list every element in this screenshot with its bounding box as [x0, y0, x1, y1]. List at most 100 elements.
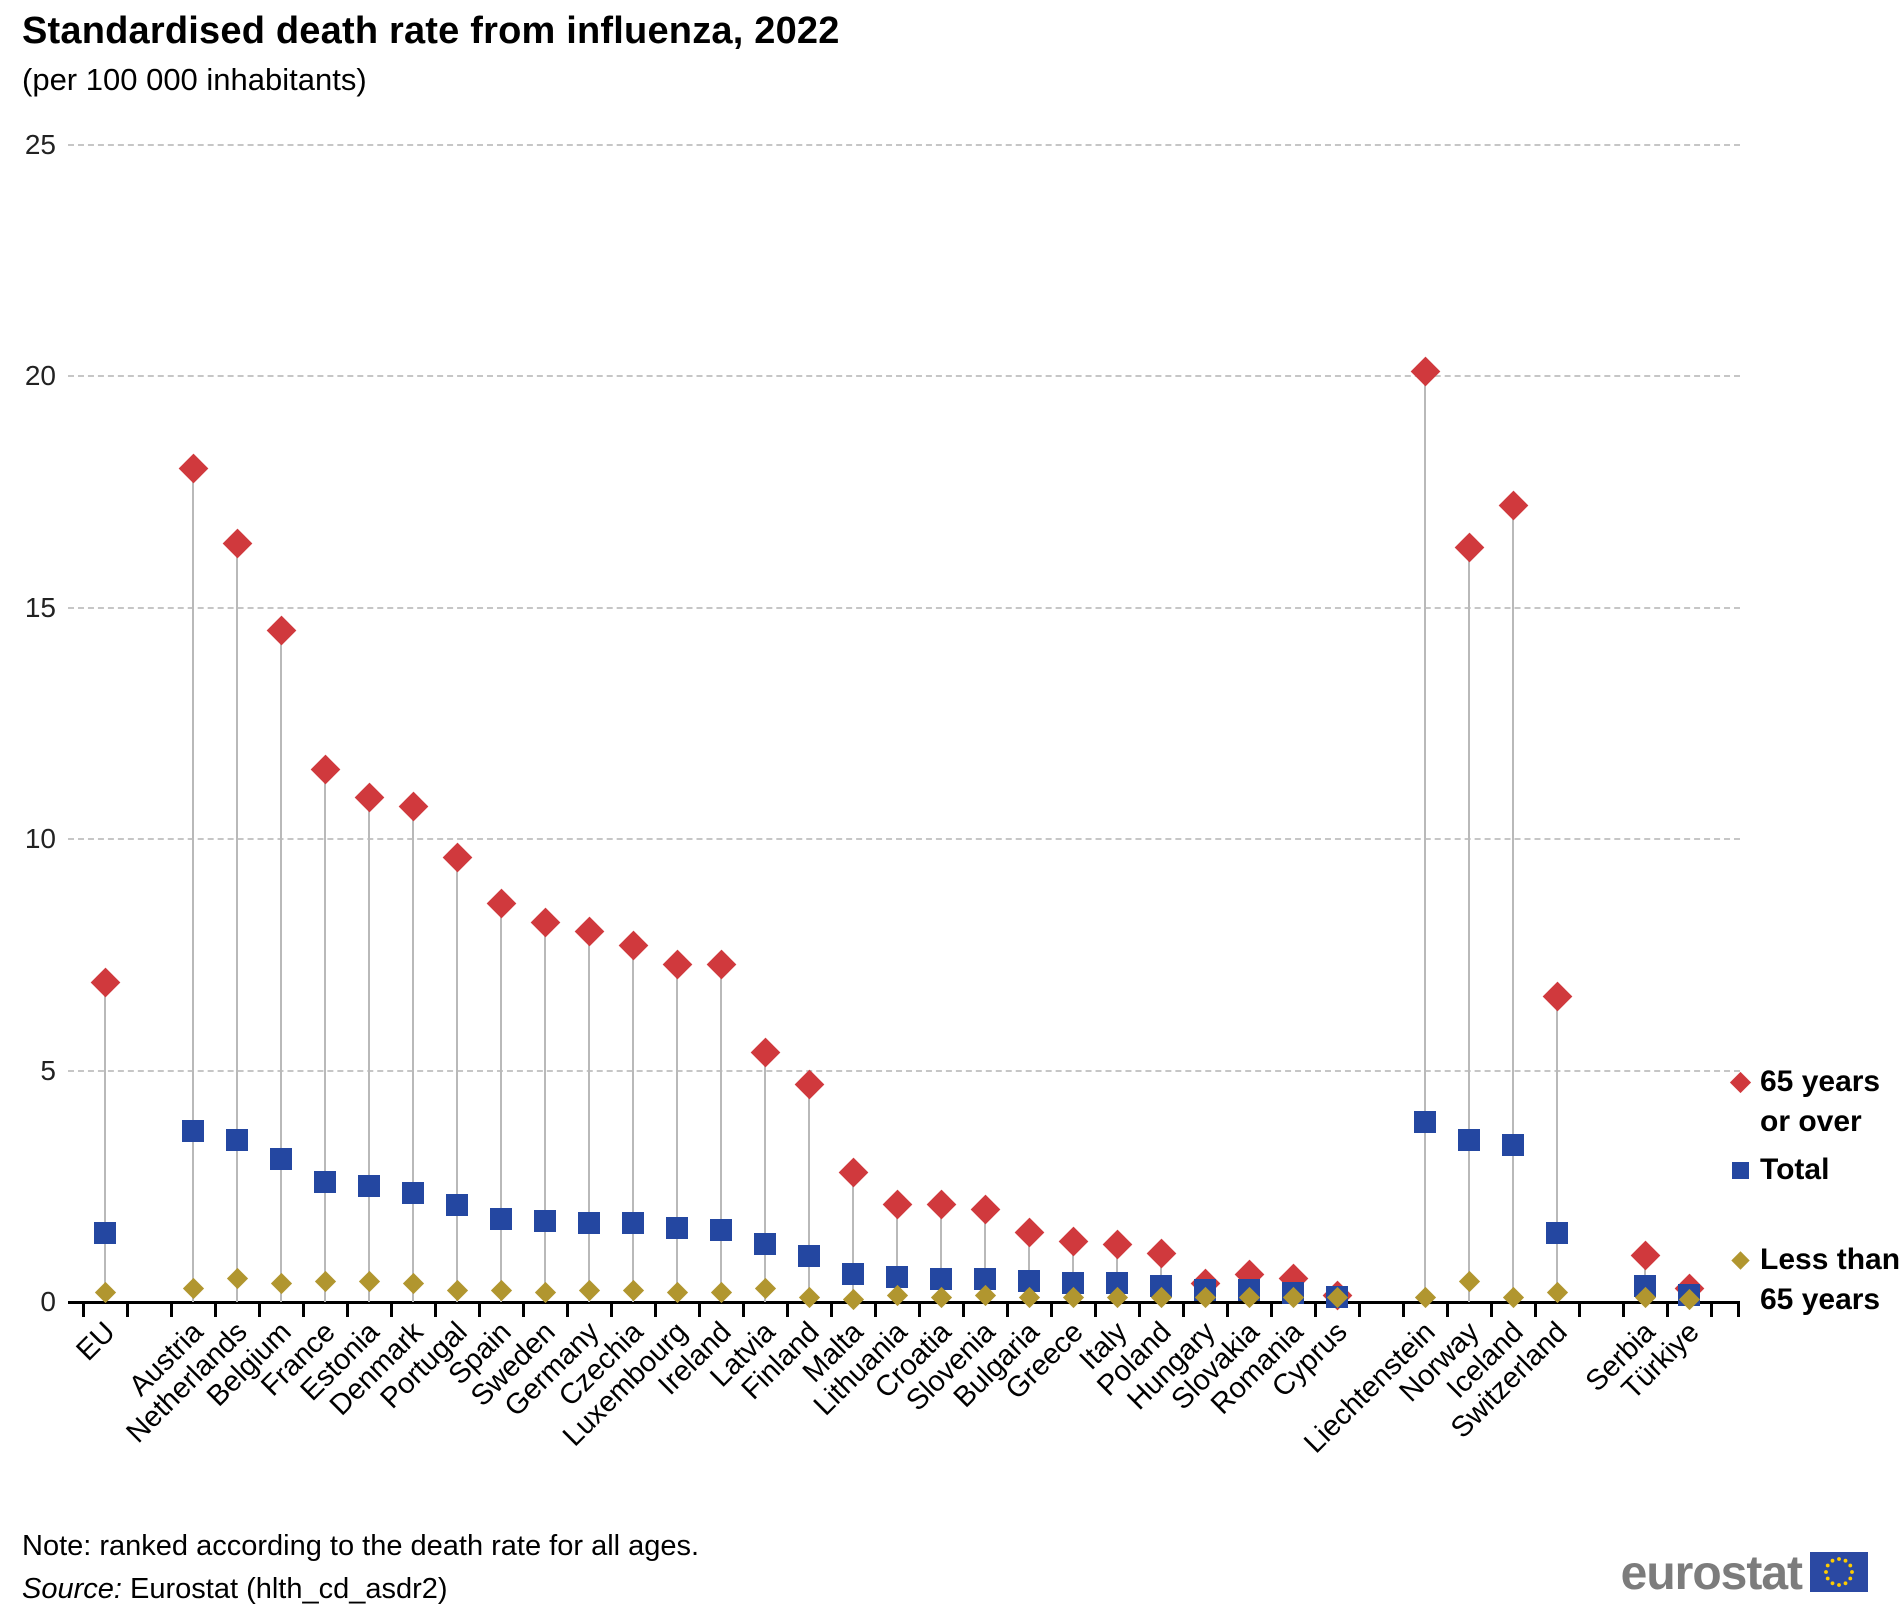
legend-item-total: Total: [1720, 1150, 1829, 1190]
drop-line: [544, 922, 546, 1302]
marker-65-or-over: [90, 967, 120, 998]
marker-less-than-65: [182, 1277, 204, 1299]
marker-65-or-over: [1410, 356, 1440, 387]
legend-label: Total: [1760, 1153, 1830, 1186]
marker-65-or-over: [354, 782, 384, 813]
source-value: Eurostat (hlth_cd_asdr2): [121, 1573, 448, 1605]
drop-line: [1556, 996, 1558, 1302]
marker-total: [402, 1182, 424, 1205]
drop-line: [1512, 505, 1514, 1302]
drop-line: [456, 857, 458, 1302]
marker-65-or-over: [486, 889, 516, 919]
x-axis-tick: [1622, 1304, 1625, 1317]
marker-65-or-over: [1146, 1238, 1176, 1269]
x-axis-tick: [434, 1304, 437, 1317]
x-axis-tick: [1050, 1304, 1053, 1317]
marker-total: [754, 1233, 776, 1256]
drop-line: [368, 797, 370, 1302]
marker-65-or-over: [750, 1037, 780, 1067]
y-axis-tick-label: 15: [24, 591, 56, 623]
marker-total: [1062, 1272, 1084, 1295]
marker-65-or-over: [882, 1189, 912, 1220]
drop-line: [764, 1052, 766, 1302]
marker-less-than-65: [226, 1268, 248, 1290]
x-axis-line: [68, 1301, 1740, 1304]
x-axis-tick: [1666, 1304, 1669, 1317]
gridline-5: [68, 1069, 1740, 1072]
marker-65-or-over: [1630, 1240, 1660, 1271]
marker-65-or-over: [1102, 1229, 1132, 1259]
marker-total: [1546, 1221, 1568, 1244]
drop-line: [412, 806, 414, 1302]
marker-total: [1018, 1270, 1040, 1293]
marker-65-or-over: [1498, 491, 1528, 521]
drop-line: [940, 1204, 942, 1302]
x-axis-tick: [918, 1304, 921, 1317]
marker-65-or-over: [1454, 532, 1484, 563]
marker-65-or-over: [310, 754, 340, 785]
marker-less-than-65: [358, 1270, 380, 1292]
drop-line: [588, 931, 590, 1302]
x-axis-tick: [1578, 1304, 1581, 1317]
x-axis-tick: [170, 1304, 173, 1317]
legend-item-age_65_or_over: 65 years or over: [1720, 1062, 1880, 1142]
drop-line: [984, 1209, 986, 1302]
drop-line: [1468, 547, 1470, 1302]
drop-line: [676, 964, 678, 1302]
x-axis-tick: [874, 1304, 877, 1317]
marker-total: [490, 1207, 512, 1230]
marker-65-or-over: [222, 528, 252, 558]
marker-total: [1106, 1272, 1128, 1295]
marker-65-or-over: [266, 616, 296, 646]
x-axis-tick: [522, 1304, 525, 1317]
x-axis-tick: [302, 1304, 305, 1317]
marker-65-or-over: [838, 1157, 868, 1188]
y-axis-tick-label: 10: [24, 823, 56, 855]
marker-total: [94, 1221, 116, 1244]
x-axis-tick: [1006, 1304, 1009, 1317]
x-axis-tick: [830, 1304, 833, 1317]
x-axis-tick: [654, 1304, 657, 1317]
x-axis-tick: [258, 1304, 261, 1317]
note-text: Note: ranked according to the death rate…: [22, 1530, 700, 1562]
marker-total: [974, 1267, 996, 1290]
marker-65-or-over: [618, 930, 648, 961]
marker-65-or-over: [1058, 1226, 1088, 1257]
x-axis-tick: [1094, 1304, 1097, 1317]
x-axis-tick: [962, 1304, 965, 1317]
marker-less-than-65: [842, 1289, 864, 1311]
eurostat-logo-text: eurostat: [1620, 1547, 1803, 1600]
marker-total: [622, 1212, 644, 1235]
marker-total: [666, 1216, 688, 1239]
x-axis-tick: [390, 1304, 393, 1317]
source-text: Source: Eurostat (hlth_cd_asdr2): [22, 1573, 448, 1606]
x-axis-tick: [1402, 1304, 1405, 1317]
drop-line: [1028, 1232, 1030, 1302]
x-axis-tick: [126, 1304, 129, 1317]
marker-total: [1502, 1133, 1524, 1156]
x-axis-tick: [742, 1304, 745, 1317]
marker-65-or-over: [970, 1194, 1000, 1225]
marker-total: [798, 1244, 820, 1267]
drop-line: [324, 769, 326, 1302]
drop-line: [236, 543, 238, 1302]
gridline-10: [68, 838, 1740, 841]
gridline-20: [68, 375, 1740, 378]
marker-total: [270, 1147, 292, 1170]
drop-line: [896, 1204, 898, 1302]
marker-total: [1458, 1129, 1480, 1152]
marker-total: [446, 1193, 468, 1216]
marker-65-or-over: [398, 791, 428, 822]
x-axis-tick: [346, 1304, 349, 1317]
total-legend-square-icon: [1720, 1150, 1760, 1190]
x-axis-tick: [1226, 1304, 1229, 1317]
marker-total: [314, 1170, 336, 1193]
age_65_or_over-legend-diamond-icon: [1720, 1062, 1760, 1102]
x-axis-tick: [1314, 1304, 1317, 1317]
legend-label: Less than 65 years: [1760, 1243, 1900, 1316]
less_than_65-legend-diamond-icon: [1720, 1240, 1760, 1280]
drop-line: [500, 903, 502, 1302]
marker-65-or-over: [1542, 981, 1572, 1012]
marker-less-than-65: [490, 1279, 512, 1302]
marker-less-than-65: [930, 1286, 952, 1308]
